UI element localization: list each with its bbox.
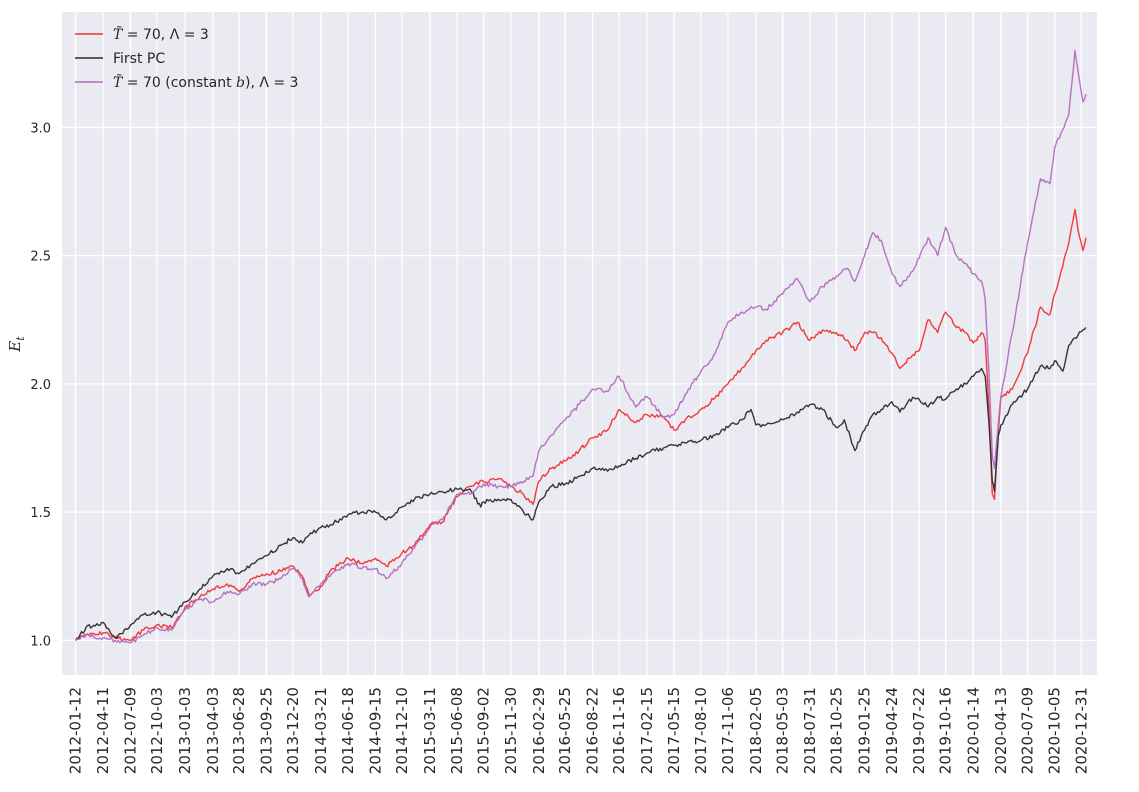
y-tick-label: 2.0 bbox=[30, 378, 51, 393]
legend-text-part: = 70 (constant bbox=[122, 75, 236, 91]
x-tick-label: 2012-04-11 bbox=[94, 687, 112, 774]
y-tick-label: 1.0 bbox=[30, 634, 51, 649]
x-tick-label: 2015-09-02 bbox=[475, 687, 493, 774]
legend-text-part: b bbox=[236, 75, 245, 91]
x-tick-label: 2019-01-25 bbox=[856, 687, 874, 774]
series-line-2 bbox=[74, 327, 1087, 641]
x-tick-label: 2019-07-22 bbox=[910, 687, 928, 774]
x-tick-label: 2018-02-05 bbox=[747, 687, 765, 774]
x-tick-label: 2015-11-30 bbox=[502, 687, 520, 774]
legend-symbol: T̃ bbox=[113, 73, 124, 91]
y-axis-ticks: 1.0 1.5 2.0 2.5 3.0 bbox=[30, 121, 51, 649]
x-tick-label: 2013-12-20 bbox=[284, 687, 302, 774]
y-axis-label-sub: t bbox=[14, 336, 27, 341]
x-tick-label: 2017-08-10 bbox=[692, 687, 710, 774]
grid bbox=[62, 12, 1097, 675]
x-tick-label: 2014-03-21 bbox=[312, 687, 330, 774]
series-line-3 bbox=[75, 49, 1087, 644]
legend-text-part: ), Λ = 3 bbox=[245, 75, 298, 91]
x-tick-label: 2017-11-06 bbox=[719, 687, 737, 774]
plot-background bbox=[62, 12, 1097, 675]
x-tick-label: 2020-01-14 bbox=[964, 687, 982, 774]
y-axis-label-main: E bbox=[6, 341, 24, 353]
x-tick-label: 2017-02-15 bbox=[638, 687, 656, 774]
x-axis-ticks: 2012-01-12 2012-04-11 2012-07-09 2012-10-03… bbox=[67, 687, 1091, 774]
x-tick-label: 2020-04-13 bbox=[992, 687, 1010, 774]
x-tick-label: 2017-05-15 bbox=[665, 687, 683, 774]
x-tick-label: 2019-04-24 bbox=[883, 687, 901, 774]
x-tick-label: 2015-03-11 bbox=[421, 687, 439, 774]
y-tick-label: 2.5 bbox=[30, 250, 51, 265]
x-tick-label: 2015-06-08 bbox=[448, 687, 466, 774]
x-tick-label: 2016-02-29 bbox=[530, 687, 548, 774]
x-tick-label: 2016-05-25 bbox=[556, 687, 574, 774]
legend: T̃ = 70, Λ = 3 First PC T̃ = 70 (constant … bbox=[75, 25, 298, 91]
x-tick-label: 2018-05-03 bbox=[774, 687, 792, 774]
y-tick-label: 1.5 bbox=[30, 506, 51, 521]
x-tick-label: 2013-01-03 bbox=[176, 687, 194, 774]
x-tick-label: 2013-09-25 bbox=[257, 687, 275, 774]
x-tick-label: 2018-10-25 bbox=[827, 687, 845, 774]
x-tick-label: 2020-12-31 bbox=[1072, 687, 1090, 774]
legend-entry: First PC bbox=[113, 51, 165, 67]
x-tick-label: 2014-06-18 bbox=[339, 687, 357, 774]
x-tick-label: 2013-06-28 bbox=[230, 687, 248, 774]
legend-symbol: T̃ bbox=[113, 25, 124, 43]
x-tick-label: 2020-07-09 bbox=[1019, 687, 1037, 774]
x-tick-label: 2013-04-03 bbox=[204, 687, 222, 774]
x-tick-label: 2012-01-12 bbox=[67, 687, 85, 774]
series-layer bbox=[74, 49, 1087, 644]
x-tick-label: 2014-09-15 bbox=[366, 687, 384, 774]
x-tick-label: 2020-10-05 bbox=[1046, 687, 1064, 774]
y-tick-label: 3.0 bbox=[30, 121, 51, 136]
legend-entry: T̃ = 70 (constant b), Λ = 3 bbox=[113, 73, 298, 91]
x-tick-label: 2018-07-31 bbox=[801, 687, 819, 774]
x-tick-label: 2012-07-09 bbox=[121, 687, 139, 774]
y-axis-label: Et bbox=[6, 336, 27, 353]
series-line-1 bbox=[75, 208, 1087, 642]
x-tick-label: 2019-10-16 bbox=[937, 687, 955, 774]
legend-entry: T̃ = 70, Λ = 3 bbox=[113, 25, 209, 43]
x-tick-label: 2012-10-03 bbox=[148, 687, 166, 774]
x-tick-label: 2016-11-16 bbox=[610, 687, 628, 774]
legend-text-part: = 70, Λ = 3 bbox=[122, 27, 208, 43]
x-tick-label: 2014-12-10 bbox=[393, 687, 411, 774]
x-tick-label: 2016-08-22 bbox=[584, 687, 602, 774]
